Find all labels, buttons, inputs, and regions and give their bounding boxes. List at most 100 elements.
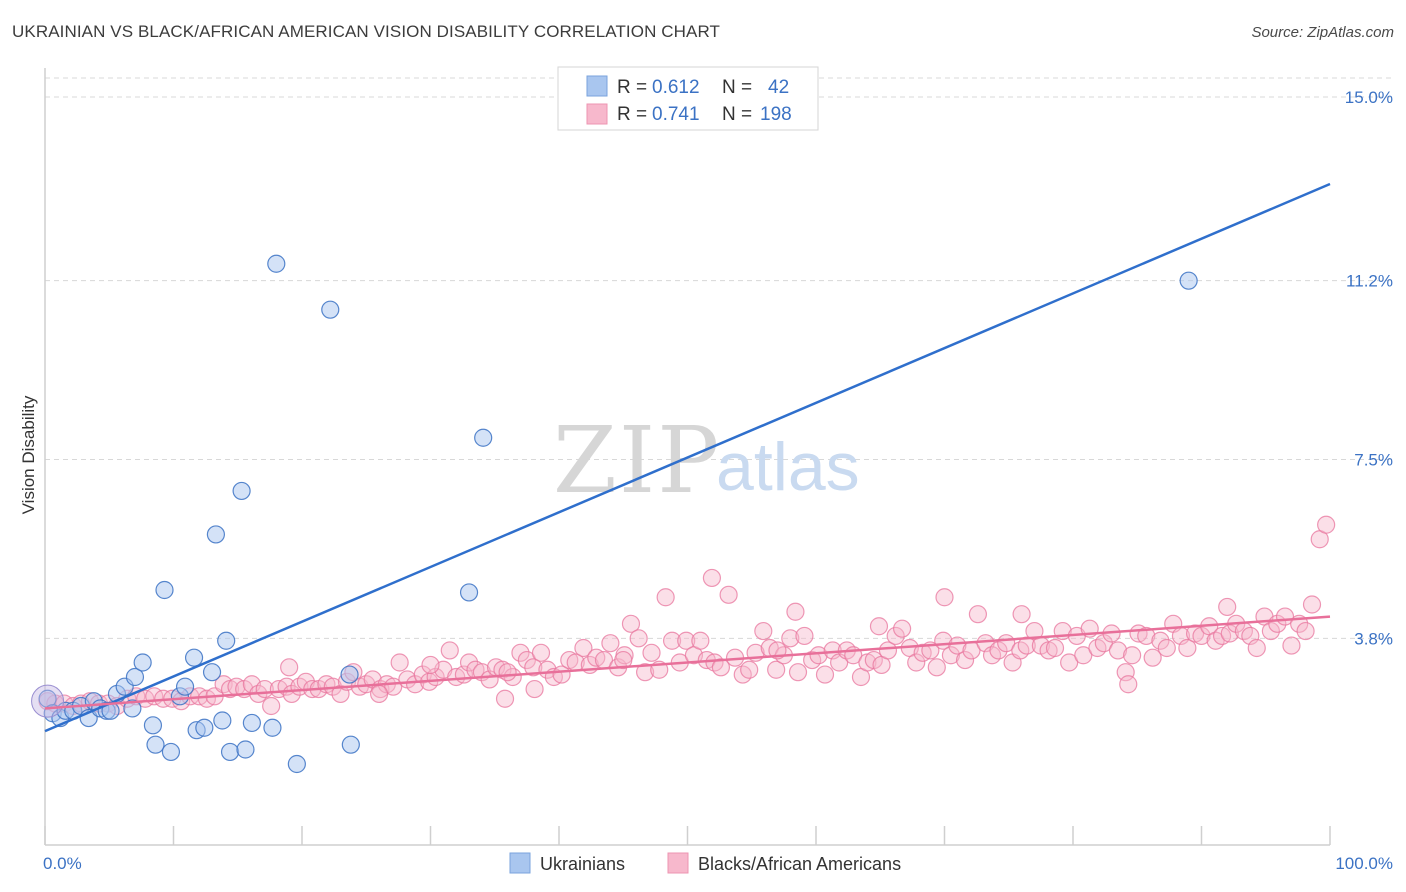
watermark-atlas: atlas [716,429,860,505]
data-point-blacks [621,614,641,633]
data-point-blacks [935,588,954,607]
data-point-ukrainians [217,631,236,650]
data-point-blacks [907,653,926,672]
grid [45,77,1395,639]
data-point-ukrainians [184,648,204,667]
data-point-blacks [869,617,889,636]
bottom-legend-label-blacks: Blacks/African Americans [698,854,901,874]
data-point-blacks [815,665,835,684]
data-point-blacks [614,650,633,670]
data-point-blacks [989,641,1008,660]
data-point-blacks [1119,675,1138,694]
data-point-ukrainians [341,735,360,754]
data-point-ukrainians [213,711,232,730]
data-point-ukrainians [321,300,340,319]
data-point-blacks [754,621,773,641]
data-point-ukrainians [143,716,163,735]
data-point-blacks [948,636,967,655]
data-point-ukrainians [202,663,222,682]
data-point-ukrainians [474,428,493,447]
data-point-blacks [459,653,479,672]
legend-r-value-1: 0.612 [652,77,700,98]
data-point-blacks [1192,626,1211,646]
x-tick-label: 0.0% [43,854,82,873]
bottom-legend-swatch-ukrainians [509,852,531,874]
data-point-blacks [795,626,814,646]
data-point-blacks [788,663,808,682]
watermark: ZIP atlas [553,407,860,514]
watermark-zip: ZIP [553,407,721,514]
data-point-blacks [1012,605,1031,624]
data-point-blacks [955,650,975,670]
data-point-blacks [440,641,459,660]
data-point-blacks [262,696,281,716]
legend-r-value-2: 0.741 [652,104,700,125]
data-point-blacks [656,588,675,607]
data-point-blacks [711,658,731,677]
data-point-ukrainians [206,525,226,544]
data-point-blacks [941,646,961,665]
data-point-ukrainians [263,718,282,737]
source-label: Source: ZipAtlas.com [1251,24,1394,41]
data-point-ukrainians [146,735,165,754]
data-point-ukrainians [340,665,359,684]
data-point-blacks [1261,621,1280,641]
data-point-cluster [31,684,65,718]
data-point-blacks [786,602,805,621]
data-point-blacks [1282,636,1301,655]
data-point-blacks [1151,631,1170,650]
y-tick-label: 11.2% [1346,272,1393,291]
data-point-blacks [629,629,648,648]
data-point-blacks [280,658,299,677]
data-point-ukrainians [459,583,479,602]
data-point-blacks [1074,646,1093,665]
data-point-blacks [635,663,655,682]
data-point-blacks [767,660,786,679]
data-point-blacks [691,631,710,650]
data-point-blacks [642,643,661,662]
data-point-ukrainians [161,742,181,762]
chart-title: UKRAINIAN VS BLACK/AFRICAN AMERICAN VISI… [12,22,721,41]
data-point-blacks [503,667,522,687]
trendline-ukrainians [44,182,1331,733]
y-tick-label: 3.8% [1354,629,1393,648]
bottom-legend-label-ukrainians: Ukrainians [540,854,625,874]
data-point-blacks [511,643,530,662]
data-point-blacks [498,663,517,682]
data-point-blacks [1247,638,1266,658]
data-point-blacks [574,638,593,658]
data-point-blacks [1317,515,1336,534]
tick-labels: 3.8% 7.5% 11.2% 15.0% 0.0% 100.0% [43,88,1393,873]
legend-n-label-1: N = [722,77,752,98]
data-point-blacks [405,675,425,694]
data-point-blacks [740,660,759,679]
data-point-blacks [495,689,515,708]
legend-n-value-1: 42 [768,77,789,98]
bottom-legend-swatch-blacks [667,852,689,874]
data-point-blacks [1220,624,1239,643]
data-point-blacks [531,643,551,662]
y-axis-label: Vision Disability [19,395,38,514]
data-point-ukrainians [123,699,142,718]
data-point-blacks [662,631,682,650]
data-point-ukrainians [175,677,195,696]
data-point-blacks [1060,653,1079,672]
data-point-blacks [1094,634,1113,653]
data-point-blacks [1143,648,1162,667]
data-point-ukrainians [242,713,261,733]
data-point-ukrainians [220,742,240,762]
data-point-blacks [1045,638,1065,658]
data-point-blacks [719,585,738,604]
data-point-blacks [677,631,696,650]
data-point-blacks [702,568,722,588]
x-tick-label: 100.0% [1335,854,1393,873]
data-point-blacks [892,619,912,638]
trendline-blacks [44,615,1331,710]
trendlines [44,182,1331,733]
data-point-blacks [601,634,620,653]
data-point-blacks [927,658,946,677]
data-point-blacks [878,641,898,660]
data-point-blacks [525,679,544,699]
data-point-ukrainians [287,754,306,774]
